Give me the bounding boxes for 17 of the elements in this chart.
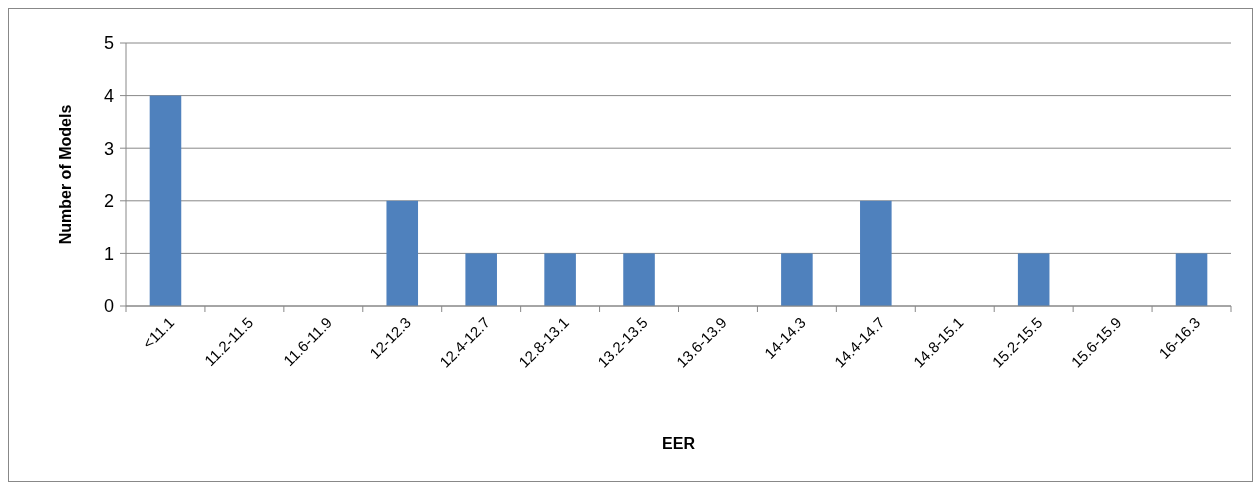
y-tick-label: 0 (103, 296, 114, 317)
bar (465, 253, 497, 306)
y-tick-label: 4 (103, 85, 114, 106)
bar (1017, 253, 1050, 306)
y-tick-label: 2 (103, 191, 114, 212)
bar (860, 200, 892, 306)
bar (544, 253, 576, 306)
bar (149, 95, 182, 306)
y-axis-title: Number of Models (57, 104, 74, 245)
bar (386, 200, 419, 306)
bar (1175, 253, 1208, 306)
bar (781, 253, 813, 306)
y-tick-label: 3 (103, 138, 114, 159)
y-tick-label: 1 (103, 243, 114, 264)
x-axis-title: EER (662, 435, 696, 452)
y-tick-label: 5 (103, 33, 114, 54)
bar (623, 253, 655, 306)
